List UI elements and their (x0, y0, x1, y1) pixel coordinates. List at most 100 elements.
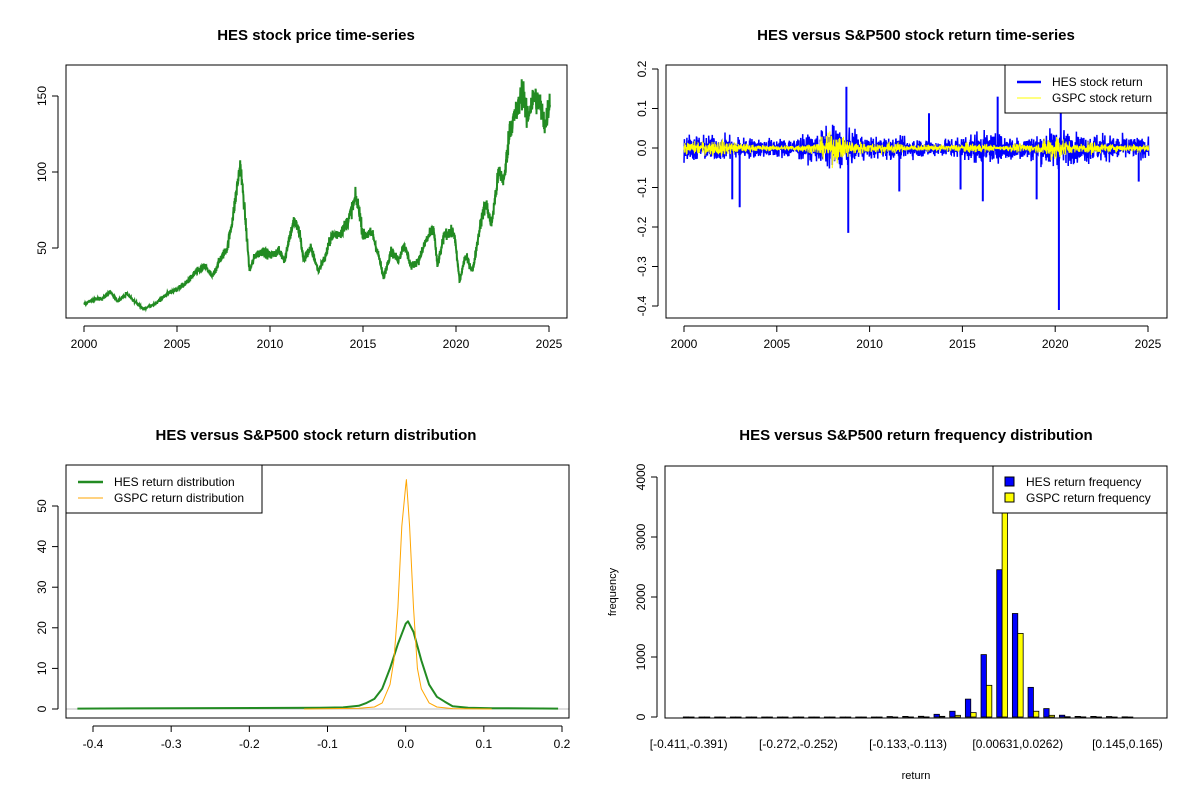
x-tick-label: [0.145,0.165) (1092, 737, 1163, 751)
gspc-bar (1111, 716, 1118, 718)
x-tick-label: -0.3 (161, 737, 182, 751)
chart-title: HES versus S&P500 stock return time-seri… (757, 27, 1075, 44)
gspc-bar (954, 714, 961, 718)
legend-label: HES return distribution (114, 475, 235, 489)
y-tick-label: 40 (35, 540, 49, 554)
hes-bar (698, 716, 705, 718)
hes-bar (745, 716, 752, 718)
legend-label: GSPC return frequency (1026, 491, 1151, 505)
gspc-bar (1127, 716, 1134, 718)
gspc-bar (1080, 716, 1087, 718)
x-tick-label: 0.0 (397, 737, 414, 751)
hes-bar (682, 716, 690, 718)
hes-bar (933, 713, 940, 718)
legend-swatch-hes (1004, 476, 1015, 487)
x-tick-label: 2020 (443, 337, 470, 351)
x-tick-label: 2025 (1135, 337, 1162, 351)
gspc-bar (1017, 633, 1024, 718)
y-tick-label: 20 (35, 621, 49, 635)
gspc-bar (735, 716, 742, 718)
hes-bar (761, 716, 768, 718)
gspc-bar (1064, 716, 1071, 718)
x-tick-label: 0.2 (554, 737, 571, 751)
x-tick-label: 2015 (350, 337, 377, 351)
gspc-bar (907, 716, 914, 718)
hes-bar (996, 569, 1003, 718)
gspc-bar (829, 716, 836, 718)
y-tick-label: 10 (35, 661, 49, 675)
hes-bar (839, 716, 846, 718)
histogram-panel: HES versus S&P500 return frequency distr… (607, 427, 1168, 782)
hes-bar (729, 716, 737, 718)
hes-bar (902, 716, 909, 718)
y-tick-label: 0 (634, 713, 648, 720)
legend-label: GSPC stock return (1052, 91, 1152, 105)
y-tick-label: 30 (35, 580, 49, 594)
y-tick-label: -0.3 (635, 256, 649, 277)
hes-bar (917, 715, 925, 718)
y-tick-label: 0.1 (635, 100, 649, 117)
hes-bar (808, 716, 815, 718)
hes-bar (1043, 708, 1050, 718)
price-panel: HES stock price time-series 2000 2005 2010… (35, 27, 568, 351)
hes-bar (870, 716, 878, 718)
chart-title: HES versus S&P500 return frequency distr… (739, 427, 1092, 444)
gspc-bar (970, 712, 977, 718)
x-tick-label: 2020 (1042, 337, 1069, 351)
hes-bar (1105, 716, 1113, 718)
gspc-bar (813, 716, 820, 718)
legend-label: HES return frequency (1026, 475, 1141, 489)
y-tick-label: 0 (35, 705, 49, 712)
return-timeseries-panel: HES versus S&P500 stock return time-seri… (635, 27, 1168, 351)
hes-bar (1058, 714, 1066, 718)
gspc-bar (688, 716, 695, 718)
x-tick-label: 2010 (856, 337, 883, 351)
distribution-panel: HES versus S&P500 stock return distribut… (35, 427, 571, 751)
legend-label: HES stock return (1052, 75, 1143, 89)
gspc-bar (1033, 710, 1040, 718)
gspc-density-line (304, 479, 492, 710)
y-tick-label: 4000 (634, 463, 648, 490)
y-tick-label: 50 (35, 241, 49, 255)
hes-bar (776, 716, 784, 718)
y-tick-label: 150 (35, 86, 49, 106)
x-tick-label: -0.1 (317, 737, 338, 751)
plot-frame (665, 64, 1168, 319)
legend-swatch-gspc (1004, 492, 1015, 503)
hes-bar (855, 716, 862, 718)
y-tick-label: 0.2 (635, 60, 649, 77)
gspc-bar (782, 716, 789, 718)
x-tick-label: 2025 (536, 337, 563, 351)
gspc-bar (860, 716, 867, 718)
hes-bar (949, 710, 956, 718)
hes-bar (792, 716, 799, 718)
x-tick-label: -0.2 (239, 737, 260, 751)
hes-bar (886, 716, 893, 718)
x-tick-label: 2005 (164, 337, 191, 351)
x-tick-label: [-0.411,-0.391) (650, 737, 728, 751)
gspc-bar (1095, 716, 1102, 718)
gspc-bar (1001, 466, 1008, 718)
x-tick-label: 2005 (763, 337, 790, 351)
y-tick-label: 100 (35, 162, 49, 182)
hes-return-line (683, 124, 1150, 170)
x-tick-label: 2010 (257, 337, 284, 351)
legend-label: GSPC return distribution (114, 491, 244, 505)
price-line (83, 79, 551, 313)
y-tick-label: 50 (35, 499, 49, 513)
y-tick-label: -0.1 (635, 177, 649, 198)
y-tick-label: 1000 (634, 643, 648, 670)
legend: HES stock return GSPC stock return (1004, 64, 1168, 114)
plot-frame (65, 464, 570, 719)
chart-title: HES stock price time-series (217, 27, 415, 44)
gspc-bar (797, 716, 805, 718)
y-axis-label: frequency (607, 567, 619, 616)
gspc-bar (845, 716, 852, 718)
x-tick-label: 0.1 (475, 737, 492, 751)
hes-bar (714, 716, 721, 718)
y-tick-label: -0.4 (635, 295, 649, 316)
gspc-bar (876, 716, 883, 718)
hes-bar (980, 654, 987, 718)
y-tick-label: 2000 (634, 583, 648, 610)
